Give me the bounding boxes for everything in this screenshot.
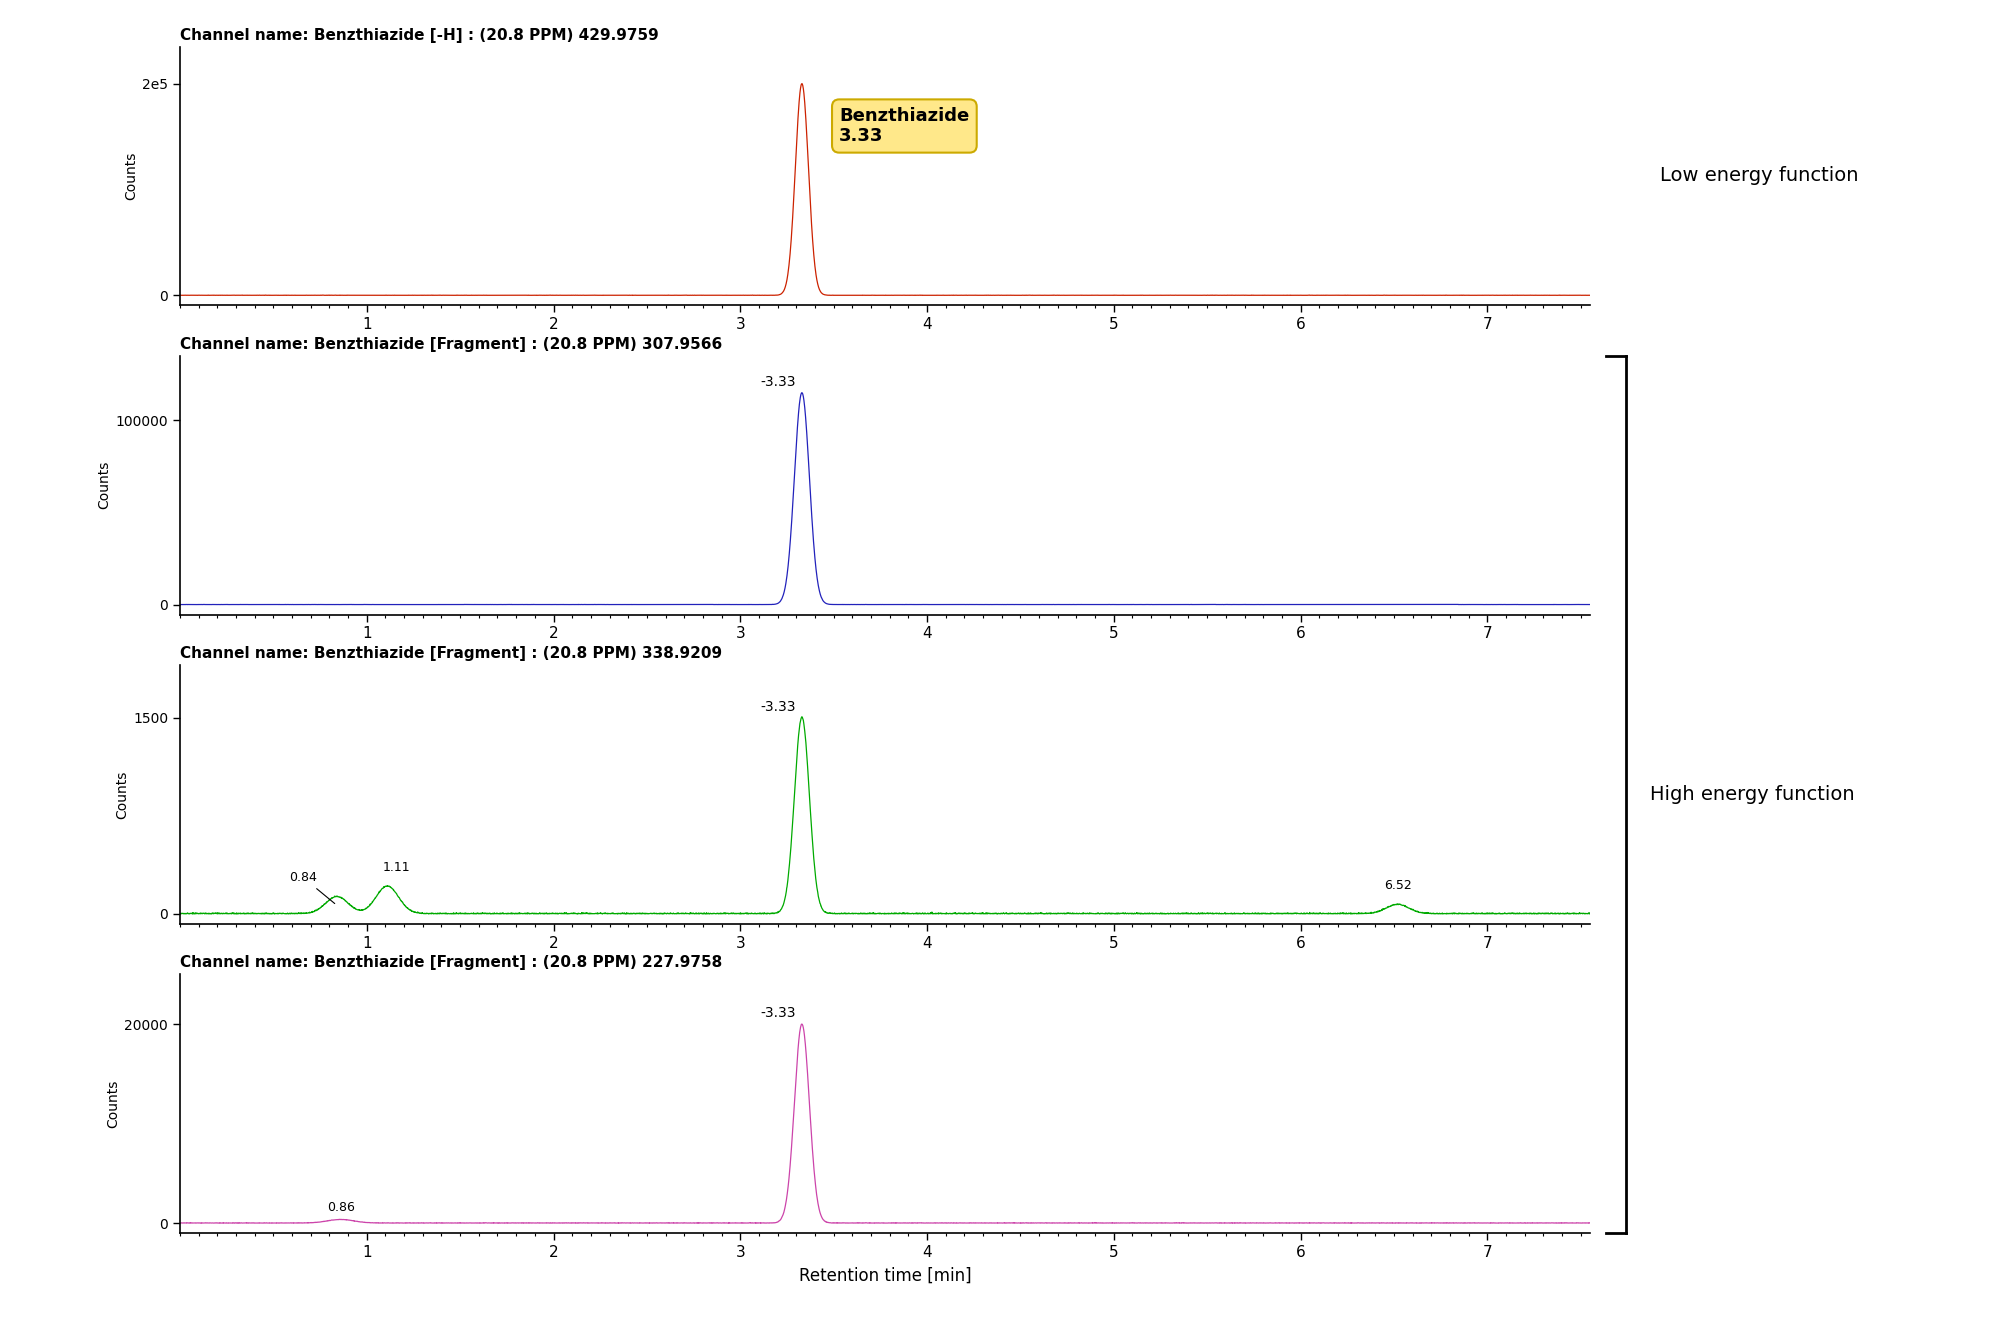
Text: Channel name: Benzthiazide [-H] : (20.8 PPM) 429.9759: Channel name: Benzthiazide [-H] : (20.8 … (180, 28, 658, 43)
Text: 1.11: 1.11 (382, 861, 410, 873)
Y-axis label: Counts: Counts (124, 152, 138, 200)
Text: -3.33: -3.33 (760, 375, 796, 388)
Text: 6.52: 6.52 (1384, 878, 1412, 892)
Text: Channel name: Benzthiazide [Fragment] : (20.8 PPM) 338.9209: Channel name: Benzthiazide [Fragment] : … (180, 647, 722, 661)
Text: Low energy function: Low energy function (1660, 167, 1858, 185)
Text: High energy function: High energy function (1650, 785, 1854, 804)
X-axis label: Retention time [min]: Retention time [min] (798, 1266, 972, 1285)
Text: Channel name: Benzthiazide [Fragment] : (20.8 PPM) 307.9566: Channel name: Benzthiazide [Fragment] : … (180, 337, 722, 352)
Y-axis label: Counts: Counts (114, 770, 128, 818)
Text: Benzthiazide
3.33: Benzthiazide 3.33 (840, 107, 970, 145)
Text: -3.33: -3.33 (760, 1006, 796, 1020)
Text: Channel name: Benzthiazide [Fragment] : (20.8 PPM) 227.9758: Channel name: Benzthiazide [Fragment] : … (180, 956, 722, 970)
Y-axis label: Counts: Counts (106, 1080, 120, 1128)
Y-axis label: Counts: Counts (98, 461, 112, 509)
Text: 0.86: 0.86 (326, 1201, 354, 1213)
Text: 0.84: 0.84 (290, 870, 334, 904)
Text: -3.33: -3.33 (760, 700, 796, 713)
